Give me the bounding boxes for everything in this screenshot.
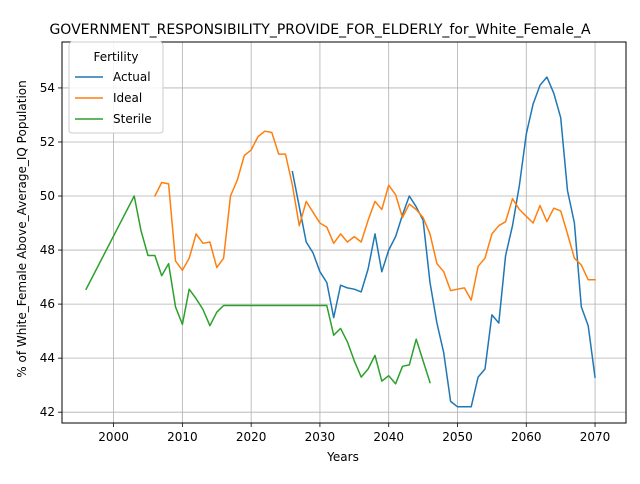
y-tick-label: 48 <box>40 243 55 257</box>
y-tick-label: 50 <box>40 189 55 203</box>
legend-title: Fertility <box>93 50 138 64</box>
y-tick-label: 52 <box>40 135 55 149</box>
y-tick-label: 46 <box>40 297 55 311</box>
x-tick-label: 2020 <box>236 430 267 444</box>
y-axis-label: % of White_Female Above_Average_IQ Popul… <box>15 80 29 377</box>
grid <box>62 42 626 423</box>
x-tick-label: 2010 <box>167 430 198 444</box>
y-tick-label: 44 <box>40 351 55 365</box>
x-tick-label: 2070 <box>580 430 611 444</box>
axis-ticks: 2000 2010 2020 2030 2040 2050 2060 2070 42 44 46 48… <box>40 81 611 444</box>
series-line-sterile <box>85 195 431 385</box>
legend-label-actual: Actual <box>113 70 151 84</box>
legend-label-sterile: Sterile <box>113 112 152 126</box>
series-line-ideal <box>153 130 596 301</box>
legend-box <box>68 41 164 134</box>
chart-title: GOVERNMENT_RESPONSIBILITY_PROVIDE_FOR_EL… <box>49 22 591 38</box>
y-tick-label: 42 <box>40 405 55 419</box>
legend-label-ideal: Ideal <box>113 91 142 105</box>
x-tick-label: 2060 <box>511 430 542 444</box>
series-lines <box>85 76 596 408</box>
x-tick-label: 2030 <box>305 430 336 444</box>
y-tick-label: 54 <box>40 81 55 95</box>
x-axis-label: Years <box>326 450 359 464</box>
plot-frame <box>61 41 627 424</box>
x-tick-label: 2040 <box>373 430 404 444</box>
series-line-actual <box>291 76 596 408</box>
x-tick-label: 2000 <box>98 430 129 444</box>
legend-entries: Actual Ideal Sterile <box>75 70 152 126</box>
legend: Fertility Actual Ideal Sterile <box>68 41 164 134</box>
x-tick-label: 2050 <box>442 430 473 444</box>
